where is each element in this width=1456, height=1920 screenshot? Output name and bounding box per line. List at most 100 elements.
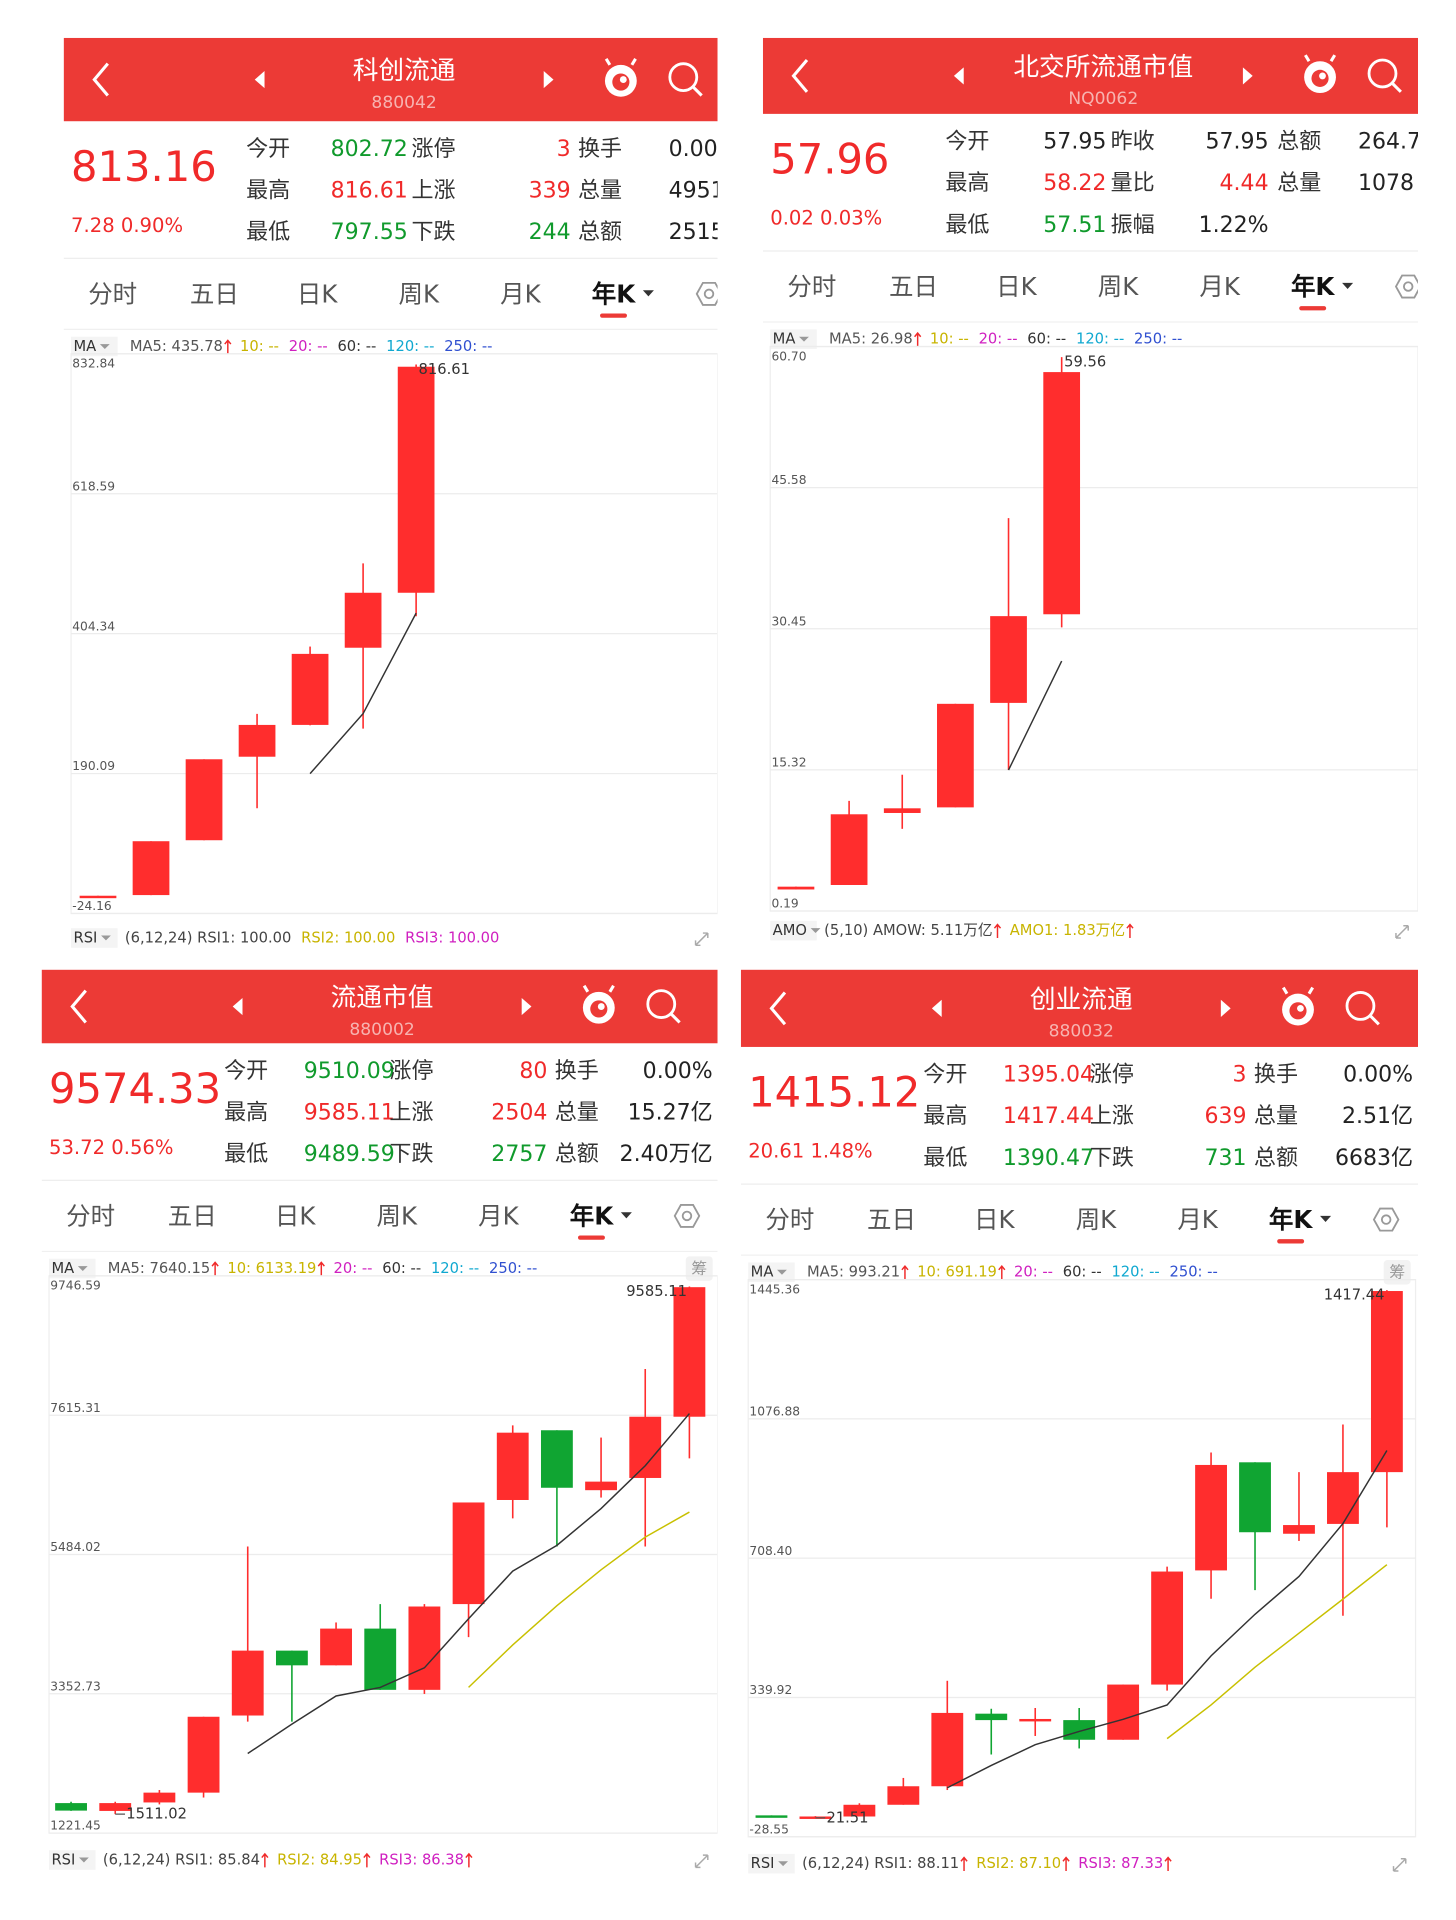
- ma-legend-item: 20: --: [289, 338, 328, 355]
- stat-value: 339: [529, 179, 571, 204]
- y-tick-label: 30.45: [771, 614, 806, 628]
- chip-badge[interactable]: [685, 1256, 713, 1281]
- chart-settings-button[interactable]: [673, 1203, 701, 1228]
- assistant-pupil: [1319, 72, 1326, 80]
- period-tab[interactable]: 日K: [974, 1205, 1015, 1234]
- ma-selector-box[interactable]: [49, 1258, 96, 1279]
- expand-button[interactable]: [1392, 1858, 1407, 1872]
- indicator-selector[interactable]: RSI: [74, 929, 98, 946]
- period-tab[interactable]: 五日: [867, 1205, 916, 1234]
- chip-badge[interactable]: [1383, 1260, 1411, 1285]
- assistant-icon[interactable]: [582, 984, 615, 1024]
- prev-index-button[interactable]: [232, 997, 243, 1016]
- indicator-item: (5,10) AMOW: 5.11万亿: [824, 922, 992, 939]
- candle-body: [132, 841, 170, 896]
- indicator-selector-box[interactable]: [770, 920, 817, 941]
- stat-label: 最高: [224, 1101, 268, 1126]
- candle-body: [320, 1628, 352, 1666]
- candle-body: [1151, 1571, 1184, 1685]
- next-index-button[interactable]: [1220, 999, 1231, 1017]
- period-tab[interactable]: 五日: [168, 1201, 217, 1230]
- indicator-selector[interactable]: AMO: [773, 922, 807, 939]
- back-button[interactable]: [769, 991, 787, 1026]
- y-tick-label: 708.40: [749, 1544, 792, 1558]
- candle-body: [673, 1287, 706, 1417]
- next-index-button[interactable]: [521, 997, 532, 1016]
- period-tab[interactable]: 月K: [1177, 1205, 1218, 1234]
- period-tab[interactable]: 月K: [500, 279, 541, 308]
- back-button[interactable]: [70, 989, 87, 1024]
- period-tab[interactable]: 五日: [190, 279, 239, 308]
- search-button[interactable]: [646, 989, 681, 1024]
- y-tick-label: 5484.02: [50, 1540, 101, 1554]
- y-tick-label: 190.09: [72, 759, 115, 773]
- indicator-selector-box[interactable]: [71, 928, 118, 948]
- period-tab[interactable]: 周K: [399, 279, 440, 308]
- chart-settings-button[interactable]: [695, 281, 721, 306]
- tab-dropdown: [1320, 1215, 1332, 1223]
- next-index-button[interactable]: [543, 71, 554, 89]
- assistant-icon[interactable]: [1281, 986, 1315, 1026]
- search-lens: [1345, 991, 1376, 1021]
- indicator-selector-box[interactable]: [49, 1850, 96, 1870]
- candle-body: [629, 1416, 662, 1478]
- ma-selector[interactable]: MA: [773, 331, 796, 348]
- period-tab[interactable]: 日K: [297, 279, 338, 308]
- assistant-eye: [612, 73, 630, 91]
- chart-settings-button[interactable]: [1372, 1207, 1400, 1232]
- ma-selector-box[interactable]: [770, 329, 817, 349]
- expand-button[interactable]: [694, 1854, 709, 1869]
- stat-label: 总量: [555, 1101, 599, 1126]
- chip-label[interactable]: 筹: [691, 1259, 707, 1278]
- period-tab[interactable]: 五日: [889, 272, 938, 301]
- ma-selector-box[interactable]: [71, 336, 118, 357]
- search-button[interactable]: [668, 62, 703, 97]
- expand-button[interactable]: [694, 932, 709, 947]
- indicator-selector[interactable]: RSI: [751, 1855, 775, 1872]
- prev-index-button[interactable]: [953, 67, 964, 85]
- period-tab[interactable]: 月K: [478, 1201, 519, 1230]
- period-tab[interactable]: 年K: [1269, 1205, 1313, 1234]
- candle-body: [1327, 1472, 1359, 1524]
- chip-label[interactable]: 筹: [1389, 1263, 1405, 1282]
- period-tab[interactable]: 分时: [88, 279, 137, 308]
- ma-selector[interactable]: MA: [51, 1260, 74, 1277]
- prev-index-button[interactable]: [931, 999, 942, 1017]
- assistant-icon[interactable]: [1304, 54, 1337, 94]
- period-tab[interactable]: 日K: [996, 272, 1037, 301]
- search-lens: [668, 62, 699, 93]
- stat-value: 244: [529, 220, 571, 245]
- ma-selector[interactable]: MA: [751, 1264, 774, 1281]
- assistant-icon[interactable]: [604, 57, 637, 97]
- period-tab[interactable]: 分时: [765, 1205, 814, 1234]
- period-tab[interactable]: 年K: [1291, 272, 1335, 301]
- search-button[interactable]: [1345, 991, 1380, 1026]
- period-tab[interactable]: 周K: [1098, 272, 1139, 301]
- period-tab[interactable]: 分时: [66, 1201, 115, 1230]
- indicator-selector[interactable]: RSI: [51, 1852, 75, 1869]
- back-button[interactable]: [92, 62, 109, 97]
- period-tab[interactable]: 日K: [275, 1201, 316, 1230]
- indicator-selector-box[interactable]: [748, 1853, 795, 1874]
- period-tab[interactable]: 周K: [1076, 1205, 1117, 1234]
- period-tab[interactable]: 年K: [592, 279, 636, 308]
- ma-selector-box[interactable]: [748, 1262, 795, 1283]
- prev-index-button[interactable]: [254, 71, 265, 89]
- ma-legend-item: 60: --: [382, 1260, 421, 1277]
- stat-value: 3: [1233, 1063, 1247, 1088]
- period-tab[interactable]: 分时: [787, 272, 836, 301]
- period-tab[interactable]: 年K: [570, 1201, 614, 1230]
- next-index-button[interactable]: [1242, 67, 1253, 85]
- chart-settings-button[interactable]: [1394, 274, 1420, 299]
- last-price: 813.16: [71, 142, 217, 191]
- ma-selector[interactable]: MA: [74, 338, 97, 355]
- search-button[interactable]: [1367, 58, 1402, 93]
- expand-button[interactable]: [1395, 924, 1409, 939]
- back-button[interactable]: [791, 59, 809, 93]
- candle-body: [187, 1716, 220, 1793]
- period-tab[interactable]: 周K: [377, 1201, 418, 1230]
- stat-label: 总额: [1254, 1146, 1298, 1171]
- period-tab[interactable]: 月K: [1199, 272, 1240, 301]
